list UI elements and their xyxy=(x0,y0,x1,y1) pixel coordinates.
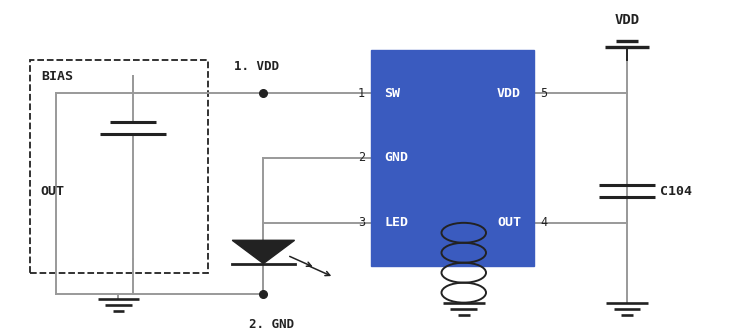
Text: LED: LED xyxy=(384,216,408,229)
Bar xyxy=(371,50,534,266)
Text: 2. GND: 2. GND xyxy=(249,318,294,331)
Text: 4: 4 xyxy=(540,216,548,229)
Text: 3: 3 xyxy=(358,216,365,229)
Text: 1: 1 xyxy=(358,87,365,100)
Text: SW: SW xyxy=(384,87,401,100)
Text: BIAS: BIAS xyxy=(41,70,73,83)
Text: VDD: VDD xyxy=(614,13,640,27)
Text: 5: 5 xyxy=(540,87,548,100)
Polygon shape xyxy=(232,240,295,264)
Text: OUT: OUT xyxy=(41,185,65,198)
Bar xyxy=(30,60,208,273)
Text: VDD: VDD xyxy=(497,87,521,100)
Text: C104: C104 xyxy=(660,185,692,198)
Text: 1. VDD: 1. VDD xyxy=(234,60,279,73)
Text: 2: 2 xyxy=(358,152,365,164)
Text: GND: GND xyxy=(384,152,408,164)
Text: OUT: OUT xyxy=(497,216,521,229)
